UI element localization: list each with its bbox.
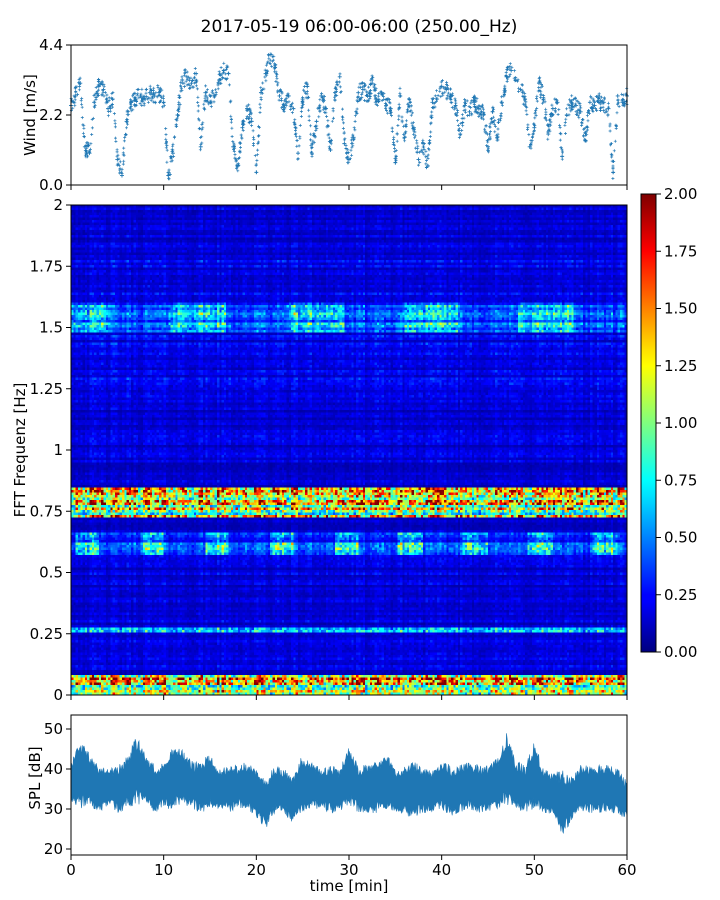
wind-ytick-label: 0.0 (39, 176, 63, 194)
colorbar-tick-label: 0.25 (664, 586, 697, 604)
spectrogram-cells (71, 205, 627, 695)
spectrogram-ytick-label: 1.75 (30, 257, 63, 275)
spl-y-ticks: 20 30 40 50 (44, 720, 71, 858)
spl-area (70, 733, 628, 835)
colorbar-tick-label: 1.75 (664, 242, 697, 260)
spl-xlabel: time [min] (310, 877, 389, 895)
spectrogram-y-ticks: 0 0.25 0.5 0.75 1 1.25 1.5 1.75 2 (30, 196, 71, 704)
spectrogram-ytick-label: 1.25 (30, 380, 63, 398)
wind-point (467, 109, 472, 114)
wind-scatter-points (69, 52, 629, 181)
wind-point (495, 135, 500, 140)
spl-xtick-label: 30 (339, 861, 358, 879)
spectrogram-ytick-label: 0.25 (30, 625, 63, 643)
colorbar-tick-label: 0.50 (664, 529, 697, 547)
spl-x-ticks: 0 10 20 30 40 50 60 (66, 855, 637, 879)
wind-point (356, 90, 361, 95)
colorbar-gradient (640, 193, 657, 653)
spectrogram-image (71, 205, 627, 695)
wind-point (296, 151, 301, 156)
spectrogram-ytick-label: 2 (53, 196, 63, 214)
spectrogram-x-ticks (70, 695, 628, 700)
wind-point (342, 141, 347, 146)
wind-point (180, 78, 185, 82)
spl-ylabel: SPL [dB] (26, 746, 44, 809)
colorbar-tick-label: 0.00 (664, 643, 697, 661)
wind-point (337, 74, 342, 79)
spectrogram-ylabel: FFT Frequenz [Hz] (11, 383, 29, 518)
wind-point (560, 154, 565, 159)
spectrogram-ytick-label: 1.5 (39, 319, 63, 337)
spl-ytick-label: 40 (44, 760, 63, 778)
wind-ylabel: Wind [m/s] (21, 74, 39, 156)
wind-point (587, 100, 592, 105)
wind-ytick-label: 2.2 (39, 106, 63, 124)
colorbar-tick-label: 1.00 (664, 414, 697, 432)
wind-point (189, 81, 194, 86)
wind-y-ticks: 0.0 2.2 4.4 (39, 36, 71, 194)
wind-point (291, 106, 296, 111)
spl-xtick-label: 20 (247, 861, 266, 879)
spl-ytick-label: 20 (44, 840, 63, 858)
spl-xtick-label: 50 (525, 861, 544, 879)
spl-xtick-label: 10 (154, 861, 173, 879)
colorbar-tick-label: 0.75 (664, 471, 697, 489)
spl-ytick-label: 50 (44, 720, 63, 738)
spl-xtick-label: 60 (617, 861, 636, 879)
wind-point (546, 132, 551, 137)
spectrogram-ytick-label: 0 (53, 686, 63, 704)
wind-point (314, 119, 319, 124)
wind-point (416, 157, 421, 162)
wind-point (277, 93, 282, 98)
wind-point (240, 125, 245, 130)
spectrogram-panel: 0 0.25 0.5 0.75 1 1.25 1.5 1.75 2 FFT Frequenz [… (11, 196, 628, 704)
spl-xtick-label: 40 (432, 861, 451, 879)
spl-xtick-label: 0 (66, 861, 76, 879)
colorbar-tick-label: 1.25 (664, 357, 697, 375)
colorbar-tick-label: 1.50 (664, 300, 697, 318)
colorbar-ticks: 0.00 0.25 0.50 0.75 1.00 1.25 1.50 1.75 2.00 (656, 185, 697, 661)
spl-panel: 20 30 40 50 0 10 20 30 40 50 60 SPL [dB] time [mi… (26, 714, 637, 895)
spectrogram-ytick-label: 1 (53, 441, 63, 459)
colorbar: 0.00 0.25 0.50 0.75 1.00 1.25 1.50 1.75 2.00 (640, 185, 697, 661)
wind-panel: 0.0 2.2 4.4 Wind [m/s] (21, 36, 629, 194)
wind-point (435, 97, 440, 102)
spectrogram-ytick-label: 0.75 (30, 502, 63, 520)
figure-title: 2017-05-19 06:00-06:00 (250.00_Hz) (201, 17, 518, 37)
wind-ytick-label: 4.4 (39, 36, 63, 54)
wind-scatter-cloud (69, 52, 629, 181)
spl-ytick-label: 30 (44, 800, 63, 818)
wind-x-ticks (70, 185, 628, 190)
colorbar-tick-label: 2.00 (664, 185, 697, 203)
spectrogram-ytick-label: 0.5 (39, 564, 63, 582)
wind-point (615, 93, 620, 98)
